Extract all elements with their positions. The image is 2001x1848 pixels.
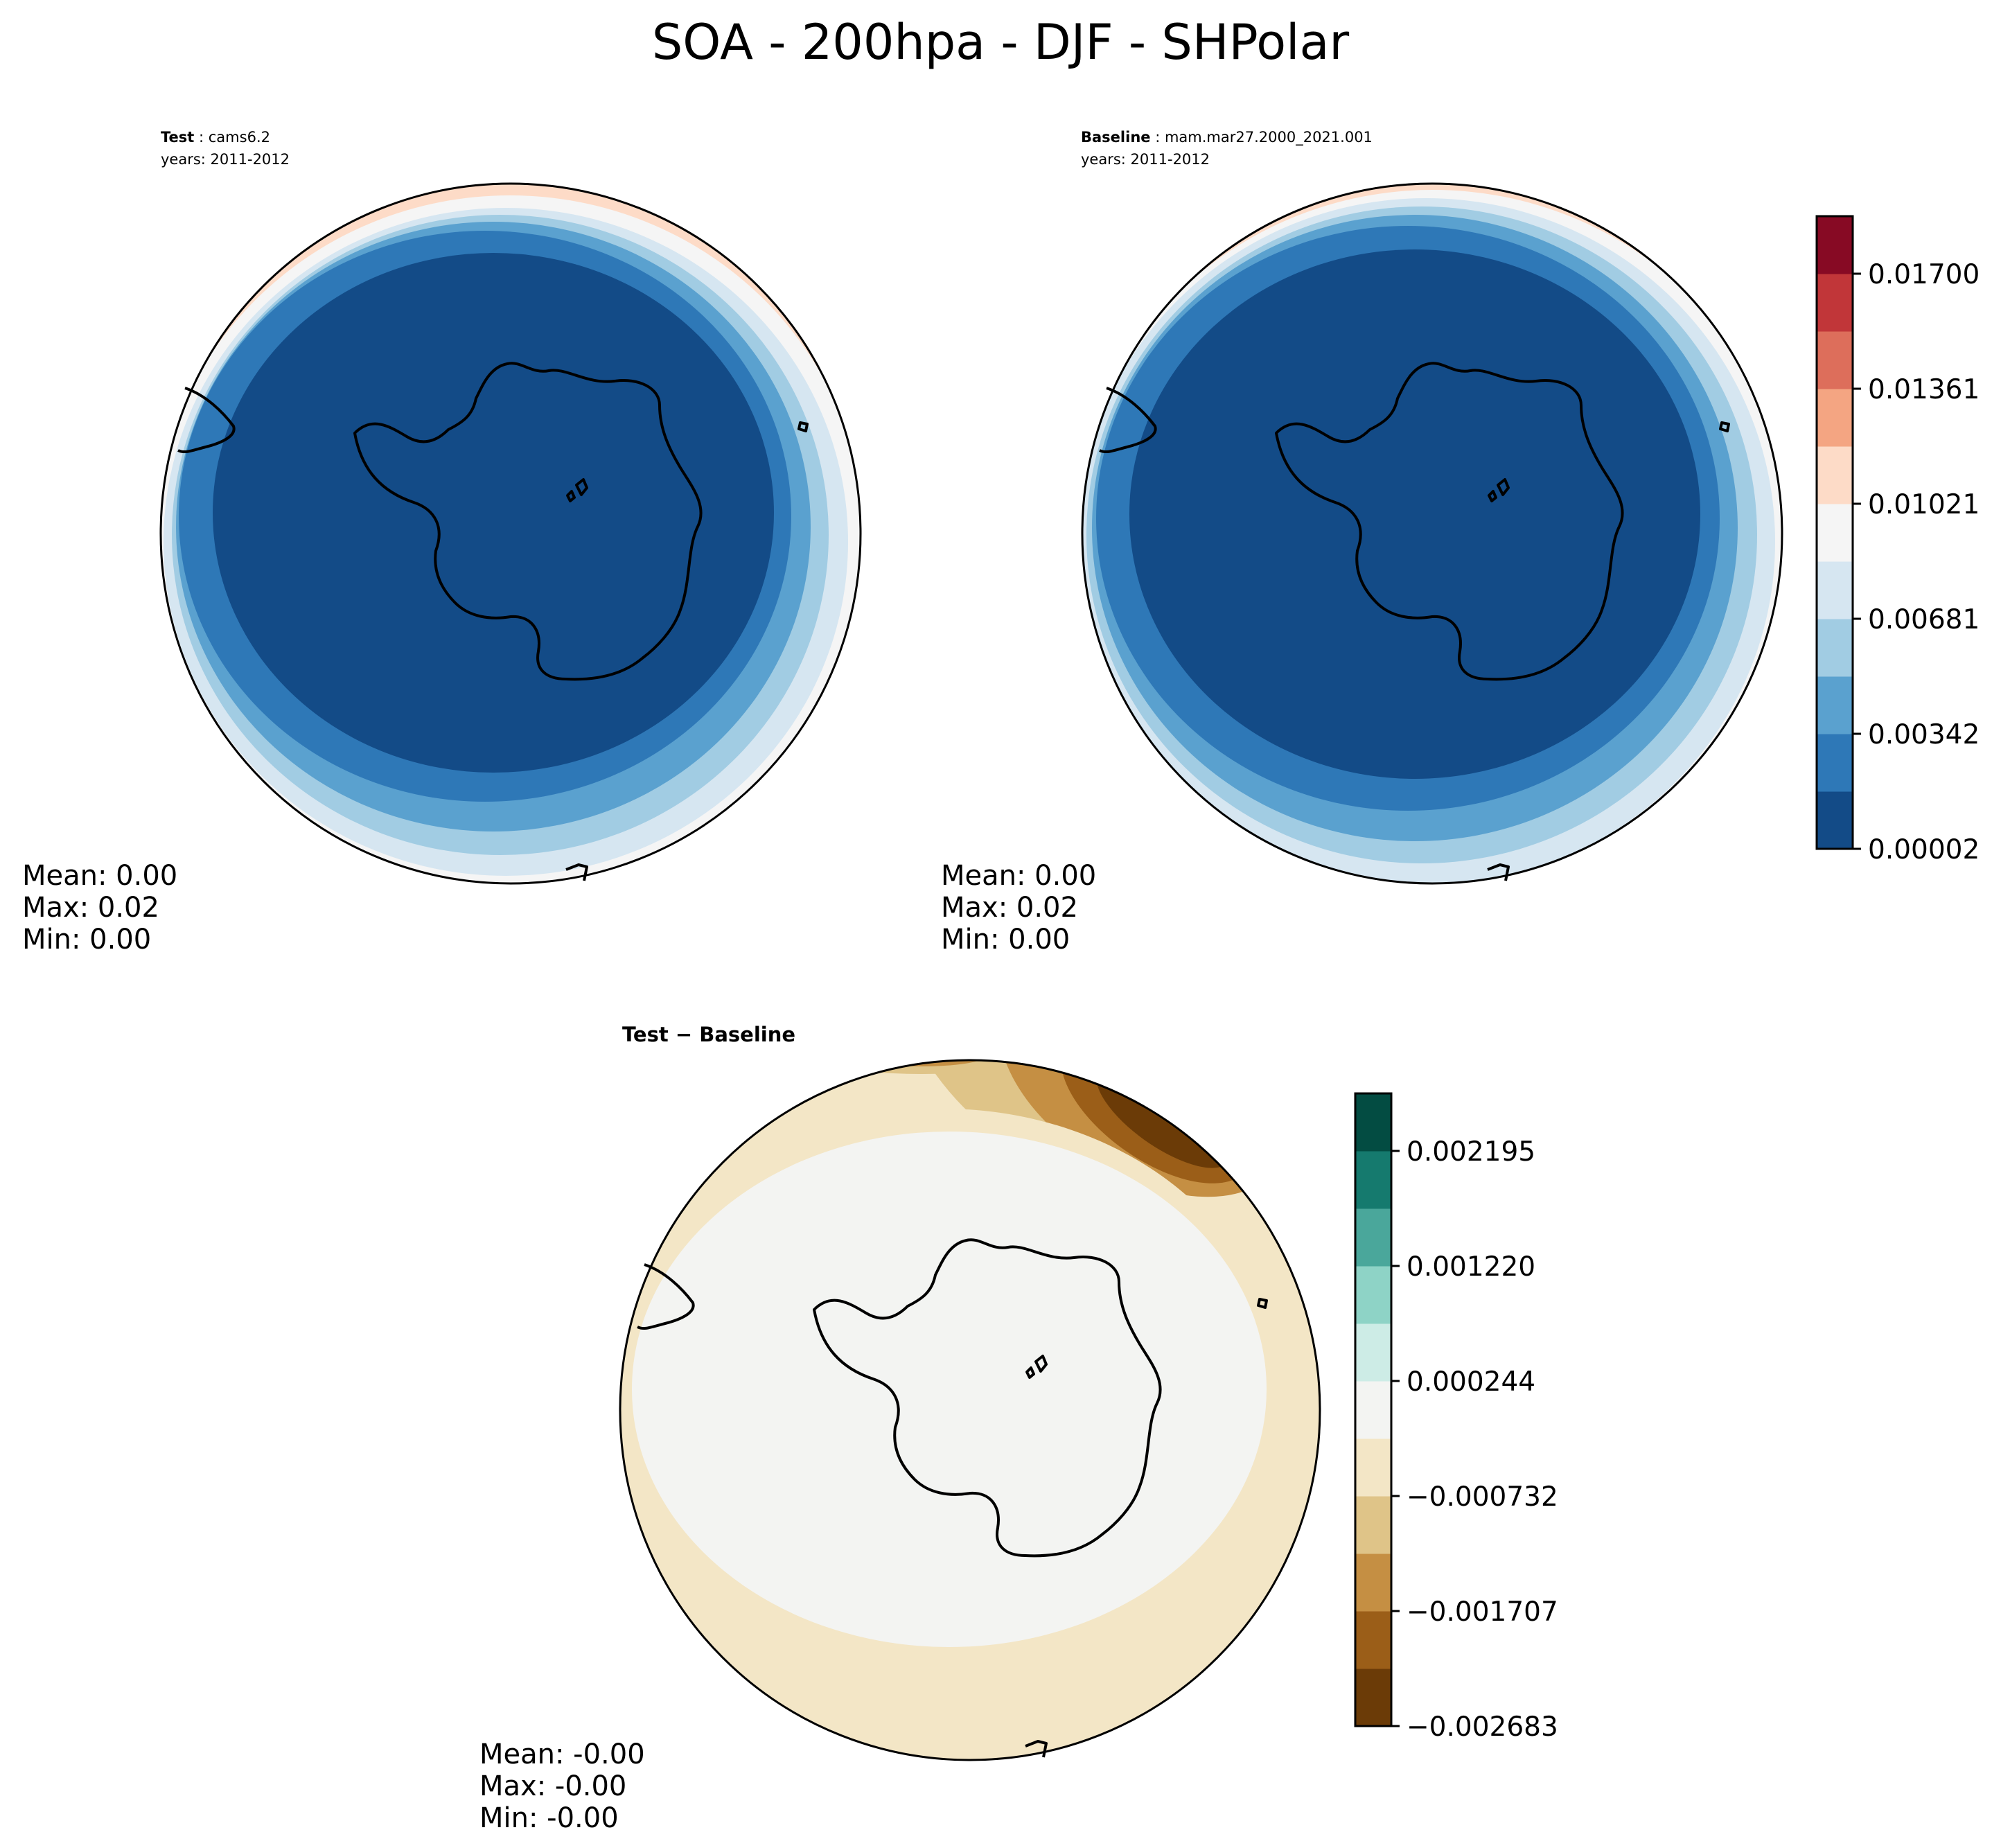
colorbar-diff-segment [1355, 1266, 1391, 1324]
baseline-min: Min: 0.00 [941, 924, 1070, 956]
colorbar-main-tick-label: 0.01021 [1868, 489, 1980, 520]
colorbar-diff-tick-label: −0.001707 [1407, 1596, 1558, 1628]
colorbar-diff-segment [1355, 1496, 1391, 1554]
baseline-panel: Baseline : mam.mar27.2000_2021.001 years… [941, 129, 1783, 956]
baseline-max: Max: 0.02 [941, 892, 1078, 924]
australia-coastline [1025, 1740, 1048, 1758]
test-years: years: 2011-2012 [161, 151, 290, 168]
colorbar-main-segment [1817, 619, 1853, 677]
colorbar-main-segment [1817, 446, 1853, 504]
island-coastline [797, 421, 809, 432]
test-case-name: cams6.2 [209, 129, 270, 146]
test-coastlines [177, 362, 809, 881]
island-coastline [1257, 1298, 1268, 1309]
colorbar-diff-segment [1355, 1381, 1391, 1439]
test-band-10 [213, 253, 774, 773]
colorbar-diff-tick-label: −0.002683 [1407, 1711, 1558, 1743]
diff-min: Min: -0.00 [479, 1802, 619, 1834]
test-field [161, 184, 861, 883]
test-panel: Test : cams6.2 years: 2011-2012 Mean: 0.… [22, 129, 862, 956]
baseline-field [1082, 184, 1782, 883]
colorbar-main-segment [1817, 504, 1853, 562]
colorbar-main-segment [1817, 561, 1853, 619]
colorbar-main-frame [1815, 215, 1854, 850]
colorbar-diff-segment [1355, 1611, 1391, 1669]
colorbar-main-segment [1817, 274, 1853, 332]
colorbar-main-tick-label: 0.01700 [1868, 259, 1980, 290]
island-coastline [1719, 421, 1730, 432]
colorbar-diff-segment [1355, 1438, 1391, 1497]
figure-title: SOA - 200hpa - DJF - SHPolar [652, 14, 1350, 71]
colorbar-diff-tick-label: −0.000732 [1407, 1481, 1558, 1513]
test-max: Max: 0.02 [22, 892, 159, 924]
baseline-coastlines [1098, 362, 1730, 881]
diff-map-boundary [619, 1059, 1321, 1761]
test-panel-title: Test : cams6.2 [161, 129, 270, 146]
colorbar-main-segment [1817, 389, 1853, 447]
test-mean: Mean: 0.00 [22, 860, 177, 892]
baseline-mean: Mean: 0.00 [941, 860, 1096, 892]
diff-mean: Mean: -0.00 [479, 1739, 645, 1770]
baseline-label: Baseline [1081, 129, 1151, 146]
test-min: Min: 0.00 [22, 924, 151, 956]
colorbar-main-tick-label: 0.00681 [1868, 604, 1980, 635]
baseline-map-boundary [1081, 182, 1783, 885]
island-coastline [566, 478, 588, 502]
colorbar-main-segment [1817, 734, 1853, 792]
colorbar-main: 0.00002 0.00342 0.00681 0.01021 0.01361 0.017… [1815, 215, 1980, 865]
diff-panel-title: Test − Baseline [622, 1023, 795, 1046]
test-map-boundary [159, 182, 862, 885]
colorbar-main-segment [1817, 676, 1853, 734]
baseline-years: years: 2011-2012 [1081, 151, 1210, 168]
australia-coastline [565, 863, 588, 881]
colorbar-main-segment [1817, 216, 1853, 274]
colorbar-diff-segment [1355, 1323, 1391, 1382]
baseline-panel-title: Baseline : mam.mar27.2000_2021.001 [1081, 129, 1373, 146]
colorbar-main-tick-label: 0.00002 [1868, 834, 1980, 865]
island-coastline [1488, 478, 1510, 502]
diff-band-9 [632, 1132, 1267, 1647]
colorbar-diff-tick-label: 0.002195 [1407, 1136, 1535, 1168]
test-label: Test [161, 129, 194, 146]
colorbar-diff-segment [1355, 1208, 1391, 1267]
colorbar-diff-segment [1355, 1554, 1391, 1612]
island-coastline [1025, 1355, 1048, 1379]
colorbar-diff: −0.002683 −0.001707 −0.000732 0.000244 0.001… [1354, 1092, 1558, 1743]
colorbar-main-segment [1817, 331, 1853, 389]
colorbar-diff-segment [1355, 1151, 1391, 1209]
diff-coastlines [636, 1238, 1268, 1758]
diff-max: Max: -0.00 [479, 1770, 626, 1802]
baseline-band-12 [1129, 249, 1700, 779]
baseline-case-name: mam.mar27.2000_2021.001 [1165, 129, 1373, 146]
colorbar-diff-segment [1355, 1093, 1391, 1152]
colorbar-diff-tick-label: 0.000244 [1407, 1366, 1535, 1398]
colorbar-diff-frame [1354, 1092, 1393, 1727]
colorbar-diff-segment [1355, 1669, 1391, 1727]
colorbar-main-segment [1817, 791, 1853, 850]
diff-panel: Test − Baseline Mean: -0.00 Max: -0.00 M… [479, 1023, 1321, 1834]
colorbar-main-tick-label: 0.01361 [1868, 374, 1980, 405]
colorbar-diff-tick-label: 0.001220 [1407, 1251, 1535, 1283]
australia-coastline [1487, 863, 1510, 881]
colorbar-main-tick-label: 0.00342 [1868, 719, 1980, 750]
